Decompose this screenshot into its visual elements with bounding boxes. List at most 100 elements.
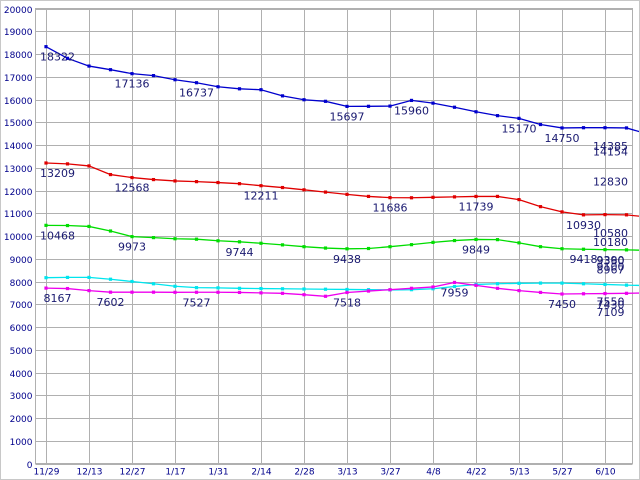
series-magenta-marker: [603, 291, 607, 296]
series-cyan-marker: [452, 284, 457, 289]
series-blue-marker: [237, 87, 242, 91]
series-magenta: [44, 280, 640, 298]
data-point-label: 10580: [593, 227, 628, 240]
series-red-marker: [280, 185, 285, 190]
x-tick-label: 1/31: [208, 468, 228, 478]
series-layer: [44, 45, 640, 298]
series-cyan-marker: [65, 275, 70, 279]
y-tick-label: 19000: [4, 28, 33, 38]
series-red-marker: [302, 188, 306, 192]
data-point-label: 11739: [459, 200, 494, 213]
series-green: [44, 223, 640, 252]
series-green-marker: [474, 237, 478, 242]
series-green-marker: [538, 245, 543, 249]
data-point-label: 9360: [597, 255, 625, 268]
series-magenta-marker: [259, 291, 263, 295]
y-tick-label: 11000: [4, 210, 33, 220]
y-tick-label: 13000: [4, 165, 33, 175]
series-green-marker: [87, 224, 91, 229]
series-magenta-marker: [474, 283, 478, 287]
series-blue-marker: [323, 99, 328, 103]
series-blue-marker: [108, 68, 113, 72]
series-red-marker: [474, 194, 478, 199]
series-cyan-marker: [517, 281, 521, 285]
series-red-marker: [431, 195, 435, 199]
series-magenta-marker: [302, 293, 306, 297]
data-point-label: 7109: [597, 306, 625, 319]
y-tick-label: 3000: [10, 392, 33, 402]
data-point-label: 9973: [118, 241, 146, 254]
series-cyan-marker: [560, 281, 564, 285]
y-tick-label: 20000: [4, 6, 33, 16]
series-blue-marker: [366, 104, 371, 108]
series-blue-marker: [65, 56, 70, 60]
series-cyan-marker: [194, 286, 199, 290]
series-green-marker: [323, 246, 328, 250]
series-green-marker: [409, 243, 414, 247]
x-tick-label: 4/22: [466, 468, 486, 478]
series-red-marker: [538, 205, 543, 209]
series-magenta-marker: [495, 286, 500, 290]
series-green-marker: [517, 241, 521, 245]
series-blue-marker: [130, 72, 134, 76]
series-magenta-marker: [452, 280, 457, 285]
x-tick-label: 2/28: [294, 468, 314, 478]
series-green-marker: [108, 229, 113, 233]
data-point-label: 9744: [226, 246, 254, 259]
plot-border: [35, 8, 633, 464]
series-red-marker: [259, 184, 263, 188]
data-point-label: 7430: [597, 298, 625, 311]
series-green-marker: [65, 223, 70, 228]
series-green-marker: [452, 238, 457, 243]
series-green-marker: [194, 237, 199, 241]
series-cyan-marker: [87, 275, 91, 279]
series-red-marker: [581, 213, 586, 217]
y-tick-label: 6000: [10, 324, 33, 334]
series-blue-marker: [624, 126, 629, 130]
series-green-marker: [366, 246, 371, 251]
series-blue-marker: [409, 98, 414, 103]
series-blue-marker: [151, 74, 156, 78]
y-tick-label: 9000: [10, 256, 33, 266]
series-green-marker: [495, 238, 500, 242]
series-cyan-marker: [259, 286, 263, 291]
series-green-marker: [173, 237, 177, 241]
y-tick-label: 15000: [4, 119, 33, 129]
series-cyan-marker: [216, 286, 220, 290]
data-point-label: 7450: [548, 298, 576, 311]
series-cyan-marker: [44, 276, 48, 280]
y-tick-label: 7000: [10, 301, 33, 311]
data-point-labels: 18322 17136 16737 15697 15960 15170 14750 14385…: [40, 51, 628, 319]
data-point-label: 15170: [502, 122, 537, 135]
series-red-marker: [495, 194, 500, 199]
y-tick-label: 10000: [4, 233, 33, 243]
series-red-marker: [409, 196, 414, 200]
series-blue-marker: [474, 110, 478, 114]
data-point-label: 12211: [244, 190, 279, 203]
y-tick-label: 8000: [10, 279, 33, 289]
data-point-label: 7527: [183, 296, 211, 309]
y-tick-label: 17000: [4, 74, 33, 84]
series-magenta-marker: [517, 289, 521, 293]
data-point-label: 9849: [462, 243, 490, 256]
series-red-marker: [345, 192, 349, 196]
series-green-marker: [388, 245, 392, 249]
data-point-label: 12568: [115, 182, 150, 195]
y-tick-label: 0: [27, 461, 33, 471]
data-point-label: 9418: [570, 253, 598, 266]
series-magenta-marker: [87, 289, 91, 293]
series-magenta-marker: [173, 290, 177, 294]
data-point-label: 18322: [40, 51, 75, 64]
series-blue-marker: [603, 126, 607, 130]
series-cyan-marker: [323, 287, 328, 291]
series-cyan-marker: [624, 283, 629, 287]
series-magenta-marker: [366, 289, 371, 293]
series-red-marker: [216, 180, 220, 185]
series-red-marker: [44, 161, 48, 165]
series-red-marker: [366, 194, 371, 199]
y-tick-label: 1000: [10, 438, 33, 448]
series-green-marker: [431, 240, 435, 244]
x-tick-label: 11/29: [34, 468, 60, 478]
